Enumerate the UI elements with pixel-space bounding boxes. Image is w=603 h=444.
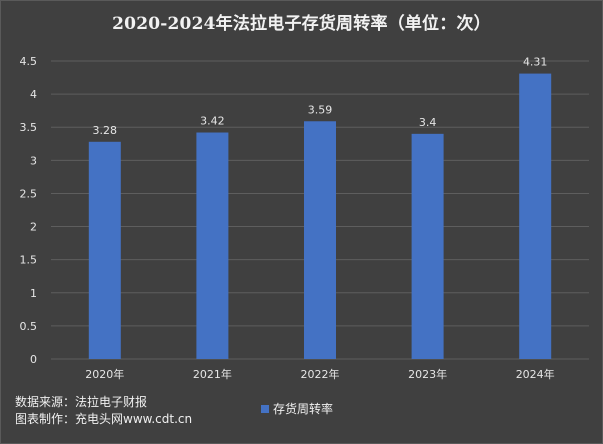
bar	[304, 121, 336, 359]
data-label: 3.4	[419, 116, 437, 129]
data-label: 4.31	[523, 56, 548, 69]
x-tick-label: 2024年	[516, 367, 555, 381]
bar	[88, 141, 121, 359]
chart-title: 2020-2024年法拉电子存货周转率（单位：次）	[112, 14, 491, 34]
legend-swatch	[261, 404, 269, 413]
data-label: 3.59	[308, 103, 333, 116]
y-tick-label: 1.5	[20, 254, 38, 267]
legend-label: 存货周转率	[273, 402, 334, 416]
legend: 存货周转率	[261, 400, 333, 417]
y-tick-label: 0	[30, 353, 37, 366]
y-tick-label: 0.5	[20, 320, 38, 333]
x-tick-label: 2022年	[301, 367, 340, 381]
y-tick-label: 4	[30, 88, 37, 101]
y-tick-label: 2.5	[20, 187, 38, 200]
credit-note: 图表制作：充电头网www.cdt.cn	[15, 412, 193, 426]
x-tick-label: 2021年	[193, 367, 232, 381]
y-tick-label: 1	[30, 287, 37, 300]
bar	[196, 132, 229, 359]
data-label: 3.42	[200, 115, 225, 128]
data-label: 3.28	[93, 124, 118, 137]
y-tick-label: 3.5	[20, 121, 38, 134]
x-tick-label: 2020年	[85, 367, 124, 381]
source-note: 数据来源：法拉电子财报	[15, 395, 148, 409]
footer: 数据来源：法拉电子财报 图表制作：充电头网www.cdt.cn	[15, 394, 192, 428]
x-tick-label: 2023年	[408, 367, 447, 381]
bar	[519, 73, 552, 360]
bar	[411, 133, 444, 359]
y-tick-label: 2	[30, 221, 37, 234]
y-tick-label: 3	[30, 154, 37, 167]
y-tick-label: 4.5	[20, 55, 38, 68]
